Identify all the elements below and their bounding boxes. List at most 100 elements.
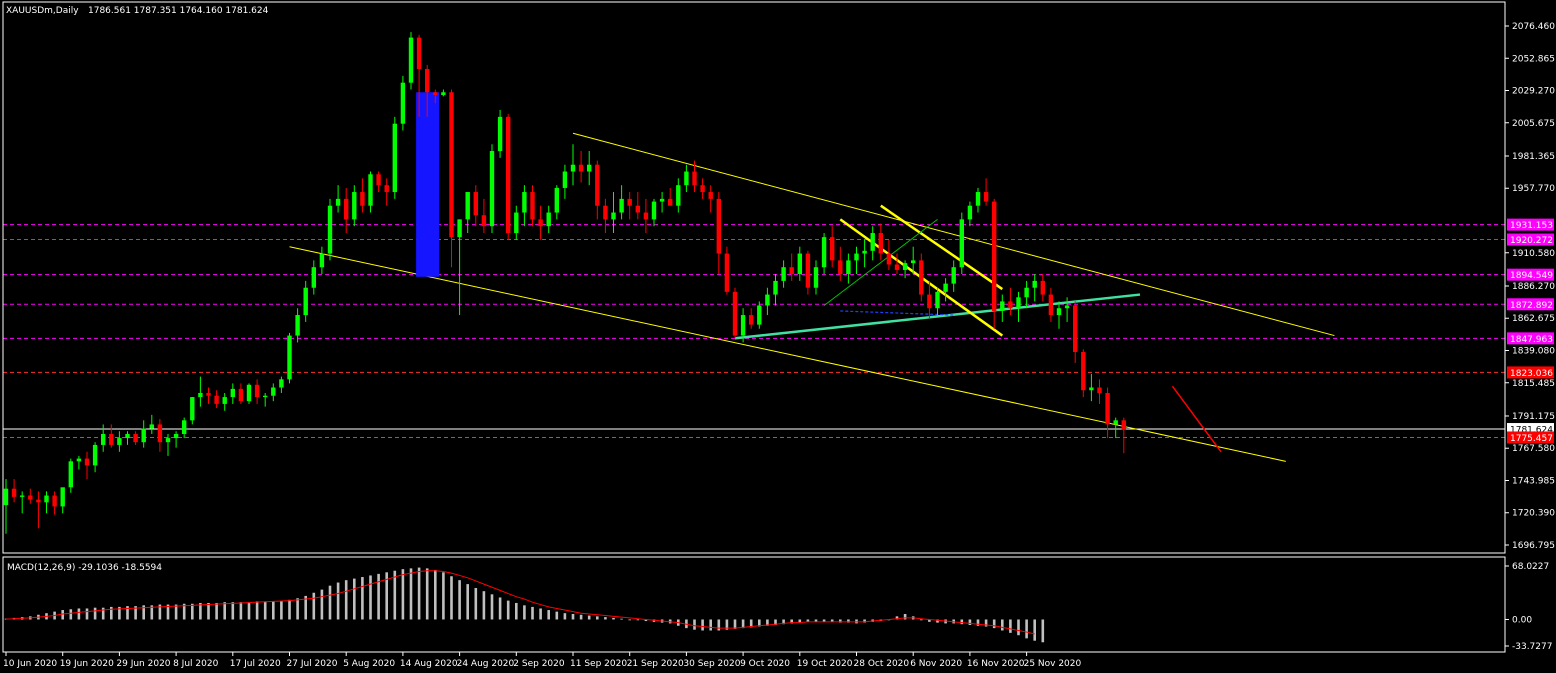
level-tag-label: 1775.457 [1510,434,1553,444]
candle-body [975,192,981,206]
macd-bar [409,568,413,620]
candle-body [805,253,811,288]
candle-body [846,260,851,275]
candle-body [789,267,794,275]
candle-body [886,253,892,265]
macd-bar [733,619,737,629]
candle-body [1105,392,1110,425]
candle-body [797,253,802,275]
candle-body [68,461,73,488]
level-tag [1507,268,1554,281]
macd-bar [158,604,162,620]
macd-bar [118,606,121,620]
candle-body [303,287,308,316]
macd-bar [806,619,810,622]
macd-bar [280,600,283,620]
macd-bar [847,619,850,623]
candle-body [425,69,430,93]
level-tag-label: 1872.892 [1510,301,1553,311]
candle-body [489,151,495,227]
macd-bar [693,619,696,630]
candle-body [198,392,203,398]
macd-bar [644,619,648,622]
macd-bar [976,619,980,626]
macd-bar [263,601,267,620]
candle-body [20,495,25,497]
macd-bar [490,594,494,620]
candle-body [295,315,300,336]
candle-body [392,123,397,193]
candle-body [651,201,657,220]
macd-bar [126,606,129,620]
candle-body [473,192,478,216]
macd-frame [2,556,1506,653]
candle-body [441,92,446,95]
candle-body [911,260,916,264]
macd-bar [385,572,388,620]
time-tick-label: 9 Oct 2020 [740,659,790,669]
candle-body [28,495,33,500]
macd-bar [571,613,575,620]
macd-bar [393,570,397,620]
candle-body [838,260,843,275]
candle-body [319,253,325,268]
candle-body [813,267,819,288]
price-tick-label: 1981.365 [1512,152,1555,162]
drawing-objects-layer [289,92,1335,462]
macd-bar [960,619,964,625]
candle-body [595,164,600,206]
trendline [734,293,1141,340]
level-tag [1507,298,1554,311]
candle-body [457,219,462,238]
price-tick-label: 2076.460 [1512,22,1555,32]
candle-body [400,82,406,124]
projection-line [1171,385,1222,453]
time-tick-label: 27 Jul 2020 [287,659,338,669]
candle-body [676,185,681,206]
candle-body [92,444,98,466]
candle-body [1032,280,1037,288]
macd-bar [247,602,251,620]
candle-body [214,395,219,404]
candle-body [384,185,389,193]
candle-body [287,335,292,380]
macd-signal-line [5,570,1035,635]
macd-bar [596,616,599,620]
price-tick-label: 1696.795 [1512,541,1555,551]
candle-body [635,205,640,213]
time-tick-label: 6 Nov 2020 [910,659,962,669]
macd-bar [353,578,356,620]
candle-body [271,387,276,396]
price-tick-label: 1720.390 [1512,509,1555,519]
candle-body [165,438,171,443]
macd-bar [77,608,81,620]
candle-body [1008,301,1013,309]
macd-bar [555,611,559,620]
candle-body [117,438,122,445]
macd-bar [579,614,583,620]
candle-body [692,171,697,186]
candle-body [368,174,373,206]
macd-bar [984,619,988,627]
macd-bar [863,619,866,623]
macd-bar [903,613,907,620]
macd-bar [506,600,510,620]
macd-bar [620,618,623,620]
level-tag [1507,218,1554,231]
candle-body [1121,420,1126,430]
macd-bar [498,597,502,620]
macd-bar [587,615,591,620]
candle-body [668,198,673,206]
candle-body [611,212,616,220]
macd-bar [749,619,753,628]
price-tick-label: 1815.485 [1512,379,1555,389]
candle-body [3,488,9,506]
price-tick-label: 1767.580 [1512,444,1555,454]
candle-body [246,384,252,402]
macd-bar [628,619,631,621]
candle-body [149,424,154,429]
candle-body [433,92,438,95]
candle-body [538,219,543,227]
